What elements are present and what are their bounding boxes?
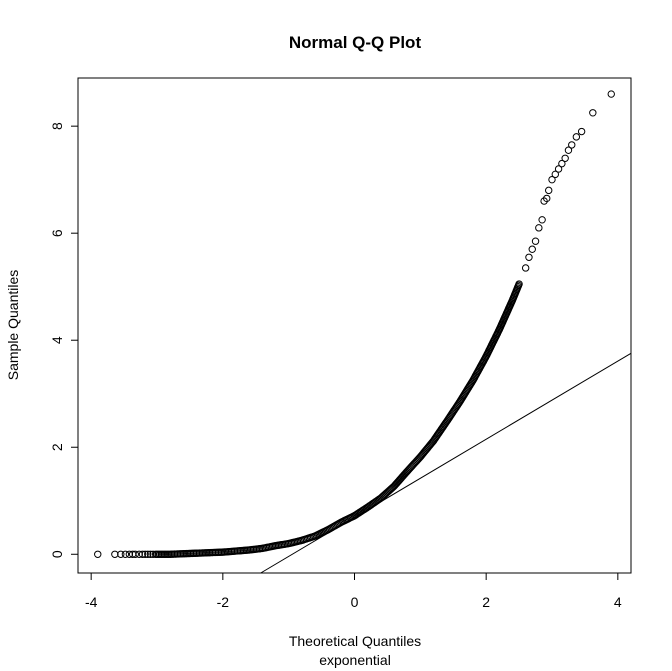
y-tick-label: 2: [49, 443, 65, 451]
x-tick-label: 2: [482, 594, 490, 610]
data-point: [535, 224, 543, 232]
data-point: [521, 264, 530, 272]
data-point: [525, 253, 533, 261]
y-tick-label: 0: [49, 550, 65, 558]
data-point: [117, 550, 125, 558]
points-layer: [94, 90, 615, 558]
data-point: [138, 550, 147, 558]
x-tick-label: 4: [614, 594, 622, 610]
data-point: [515, 280, 523, 288]
qq-reference-line: [260, 352, 632, 574]
x-tick-label: -4: [85, 594, 98, 610]
data-point: [531, 237, 540, 245]
data-point: [131, 550, 139, 558]
data-point: [577, 127, 586, 136]
y-tick-label: 8: [49, 122, 65, 130]
data-point: [554, 165, 563, 173]
data-point: [548, 175, 556, 184]
data-point: [589, 109, 597, 117]
x-axis-label: Theoretical Quantiles: [289, 633, 421, 649]
data-point: [121, 550, 130, 558]
x-tick-label: -2: [217, 594, 230, 610]
data-point: [545, 186, 553, 195]
plot-frame: [77, 77, 632, 574]
reference-line-layer: [260, 352, 632, 574]
x-tick-label: 0: [351, 594, 359, 610]
data-point: [558, 159, 566, 168]
x-axis: -4 -2 0 2 4: [85, 572, 622, 610]
y-tick-label: 6: [49, 229, 65, 237]
data-point: [528, 245, 536, 253]
y-tick-label: 4: [49, 336, 65, 344]
y-axis: 0 2 4 6 8: [49, 122, 79, 558]
data-point: [94, 550, 102, 558]
data-point: [572, 133, 581, 141]
data-point: [561, 154, 569, 162]
data-point: [141, 550, 149, 558]
x-axis-sublabel: exponential: [319, 652, 391, 668]
data-point: [568, 141, 576, 149]
y-axis-label: Sample Quantiles: [5, 270, 21, 381]
data-point: [538, 216, 546, 224]
data-point: [607, 90, 615, 98]
data-point: [144, 550, 152, 558]
data-point: [551, 170, 559, 179]
data-point: [564, 146, 573, 154]
data-point: [543, 194, 551, 203]
chart-title: Normal Q-Q Plot: [289, 33, 422, 52]
